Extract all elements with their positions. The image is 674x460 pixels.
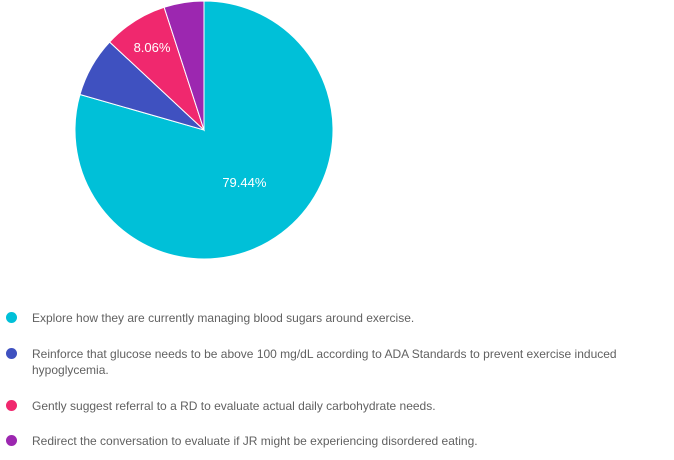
pie-slice-0[interactable]: [74, 0, 334, 260]
legend-marker-cyan: [6, 312, 17, 323]
slice-data-label-0: 79.44%: [222, 175, 267, 190]
legend-marker-purple: [6, 435, 17, 446]
legend-label: Explore how they are currently managing …: [32, 311, 415, 325]
legend-marker-blue: [6, 348, 17, 359]
slice-data-label-2: 8.06%: [134, 40, 171, 55]
legend-label: Gently suggest referral to a RD to evalu…: [32, 399, 436, 413]
legend-marker-pink: [6, 400, 17, 411]
pie-chart: 79.44% 8.06%: [74, 0, 334, 260]
legend-label: Reinforce that glucose needs to be above…: [32, 347, 617, 377]
pie-slice-3[interactable]: [163, 0, 205, 131]
legend-label: Redirect the conversation to evaluate if…: [32, 434, 478, 448]
